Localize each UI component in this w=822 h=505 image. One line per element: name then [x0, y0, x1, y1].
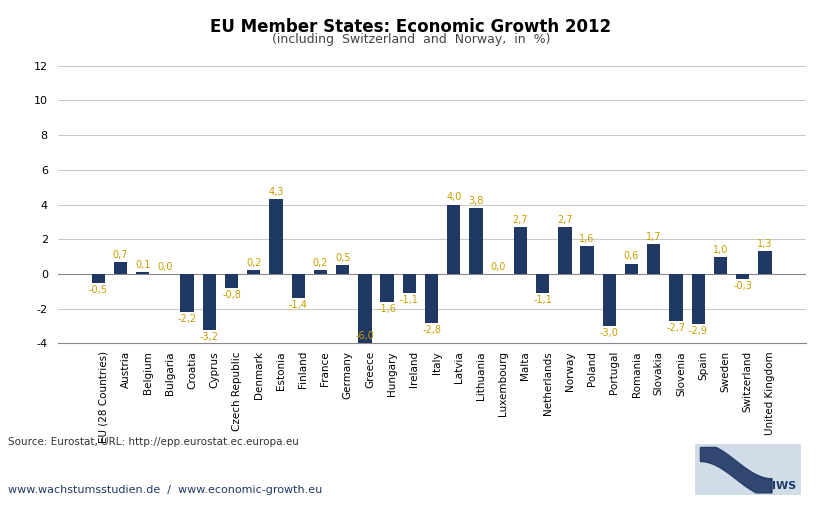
Bar: [91, 274, 105, 283]
Bar: [181, 274, 194, 312]
Bar: [736, 274, 750, 279]
Text: -0,8: -0,8: [222, 290, 241, 300]
Text: -3,0: -3,0: [600, 328, 619, 338]
Bar: [425, 274, 438, 323]
Text: -2,9: -2,9: [689, 326, 708, 336]
Text: EU Member States: Economic Growth 2012: EU Member States: Economic Growth 2012: [210, 18, 612, 36]
Text: 2,7: 2,7: [557, 215, 573, 225]
Text: www.wachstumsstudien.de  /  www.economic-growth.eu: www.wachstumsstudien.de / www.economic-g…: [8, 485, 322, 495]
Bar: [469, 208, 483, 274]
Bar: [113, 262, 127, 274]
Text: 1,6: 1,6: [580, 234, 595, 244]
Text: 0,0: 0,0: [157, 262, 173, 272]
Bar: [603, 274, 616, 326]
Bar: [558, 227, 571, 274]
Text: -2,7: -2,7: [667, 323, 686, 333]
Bar: [669, 274, 682, 321]
Text: 0,2: 0,2: [246, 259, 261, 268]
Bar: [647, 244, 660, 274]
Bar: [292, 274, 305, 298]
Bar: [270, 199, 283, 274]
Bar: [580, 246, 593, 274]
Text: 0,7: 0,7: [113, 250, 128, 260]
Text: -1,1: -1,1: [533, 295, 552, 305]
Bar: [691, 274, 705, 324]
Bar: [336, 265, 349, 274]
Text: -0,5: -0,5: [89, 285, 108, 295]
Text: 0,6: 0,6: [624, 251, 640, 262]
Text: 0,2: 0,2: [312, 259, 328, 268]
Text: 3,8: 3,8: [469, 196, 483, 206]
Text: -1,1: -1,1: [399, 295, 418, 305]
Bar: [625, 264, 638, 274]
Text: Source: Eurostat, URL: http://epp.eurostat.ec.europa.eu: Source: Eurostat, URL: http://epp.eurost…: [8, 437, 299, 447]
Text: 0,0: 0,0: [491, 262, 506, 272]
Text: 1,7: 1,7: [646, 232, 662, 242]
Text: 4,3: 4,3: [268, 187, 284, 197]
Text: (including  Switzerland  and  Norway,  in  %): (including Switzerland and Norway, in %): [272, 33, 550, 46]
Bar: [225, 274, 238, 288]
Text: -0,3: -0,3: [733, 281, 752, 291]
FancyBboxPatch shape: [691, 443, 805, 496]
Bar: [203, 274, 216, 329]
Bar: [447, 205, 460, 274]
Bar: [403, 274, 416, 293]
Text: -1,4: -1,4: [289, 300, 307, 311]
Bar: [536, 274, 549, 293]
Bar: [514, 227, 527, 274]
Bar: [713, 257, 727, 274]
Text: 0,1: 0,1: [135, 260, 150, 270]
Bar: [314, 271, 327, 274]
Text: 4,0: 4,0: [446, 192, 461, 203]
Text: -1,6: -1,6: [377, 304, 396, 314]
Text: -2,8: -2,8: [422, 325, 441, 335]
Bar: [758, 251, 772, 274]
Text: -3,2: -3,2: [200, 332, 219, 341]
Text: IWS: IWS: [772, 481, 796, 491]
Text: -2,2: -2,2: [178, 314, 196, 324]
Bar: [358, 274, 372, 343]
Text: 1,0: 1,0: [713, 244, 728, 255]
Text: 2,7: 2,7: [513, 215, 529, 225]
Bar: [136, 272, 150, 274]
Bar: [247, 271, 261, 274]
Text: -6,0: -6,0: [355, 331, 374, 341]
Text: 1,3: 1,3: [757, 239, 773, 249]
Bar: [381, 274, 394, 301]
Text: 0,5: 0,5: [335, 253, 350, 263]
